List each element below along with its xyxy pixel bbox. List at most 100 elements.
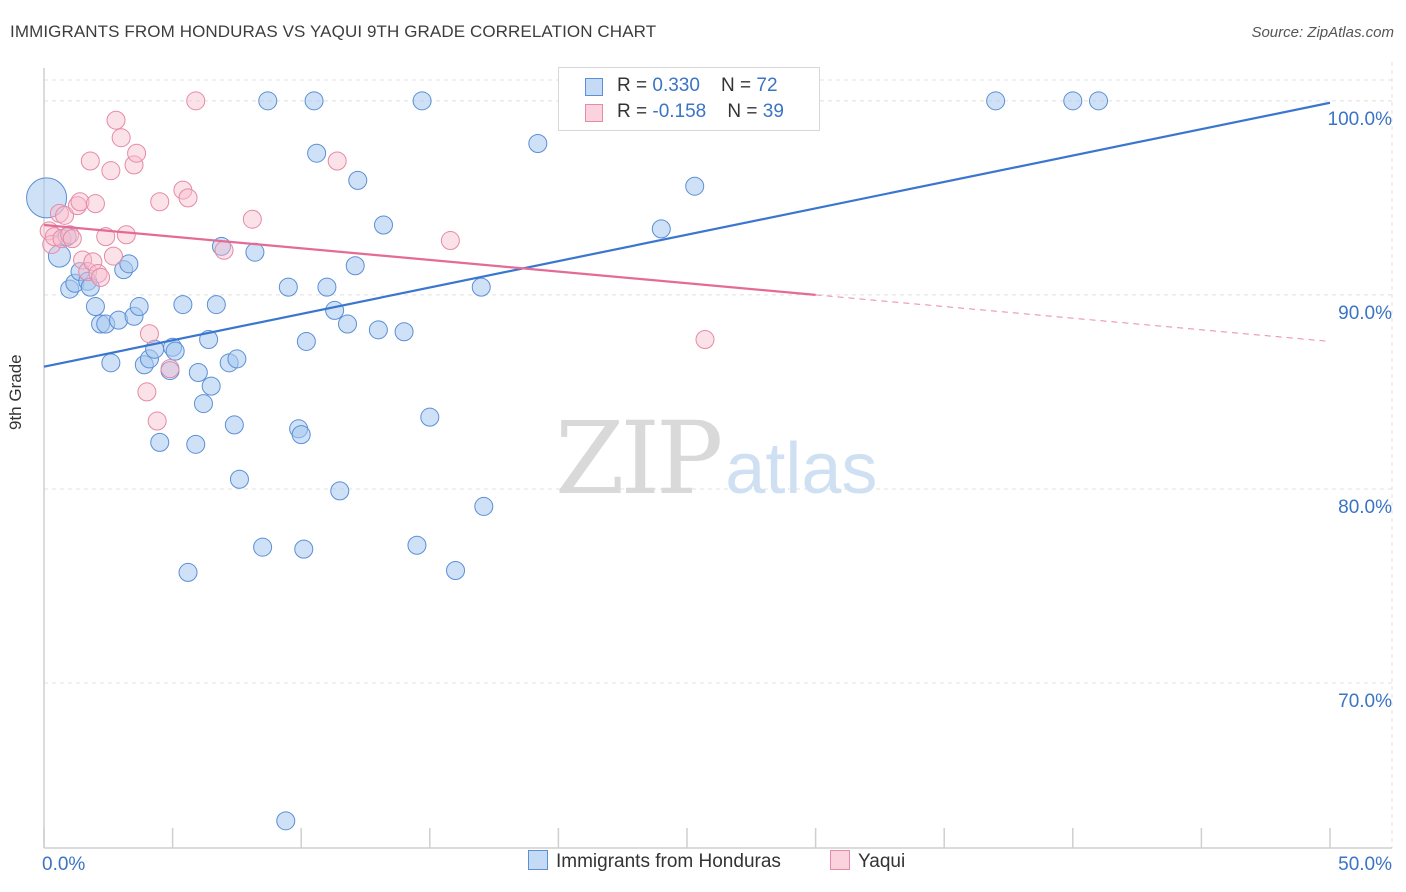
point-honduras [291, 425, 311, 445]
point-honduras [368, 320, 388, 340]
point-yaqui [91, 267, 111, 287]
point-honduras [253, 537, 273, 557]
series-name-honduras: Immigrants from Honduras [556, 851, 781, 872]
point-yaqui [242, 209, 262, 229]
y-axis-label: 9th Grade [6, 354, 25, 430]
point-honduras [307, 143, 327, 163]
point-honduras [1089, 91, 1109, 111]
point-honduras [304, 91, 324, 111]
point-honduras [330, 481, 350, 501]
series-legend-honduras: Immigrants from Honduras [528, 850, 781, 873]
legend-swatch-blue [585, 78, 603, 96]
point-honduras [47, 244, 71, 268]
point-honduras [651, 219, 671, 239]
tick-labels: 70.0% 80.0% 90.0% 100.0% 0.0% 50.0% [42, 109, 1392, 875]
point-honduras [412, 91, 432, 111]
point-honduras [374, 215, 394, 235]
point-honduras [474, 496, 494, 516]
point-honduras [528, 134, 548, 154]
point-yaqui [124, 155, 144, 175]
trend-line-yaqui-extension [815, 294, 1331, 342]
point-honduras [150, 432, 170, 452]
point-yaqui [106, 110, 126, 130]
point-honduras [685, 176, 705, 196]
point-yaqui [150, 192, 170, 212]
legend-r-value: -0.158 [652, 101, 707, 122]
point-yaqui [440, 231, 460, 251]
point-honduras [296, 331, 316, 351]
point-yaqui [127, 143, 147, 163]
point-honduras [178, 562, 198, 582]
x-tick-label: 50.0% [1338, 854, 1392, 875]
point-honduras [348, 170, 368, 190]
y-tick-label: 80.0% [1338, 497, 1392, 518]
series-swatch-blue [528, 850, 548, 870]
point-yaqui [139, 324, 159, 344]
point-yaqui [80, 151, 100, 171]
series-name-yaqui: Yaqui [858, 851, 906, 872]
x-tick-label: 0.0% [42, 854, 85, 875]
trend-lines [43, 101, 1331, 368]
point-honduras [337, 314, 357, 334]
point-honduras [165, 341, 185, 361]
trend-line-honduras [43, 101, 1331, 368]
point-yaqui [42, 234, 62, 254]
point-honduras [193, 394, 213, 414]
legend-r-label: R = [617, 75, 653, 96]
y-tick-label: 70.0% [1338, 691, 1392, 712]
point-yaqui [327, 151, 347, 171]
point-yaqui [137, 382, 157, 402]
point-honduras [101, 353, 121, 373]
point-honduras [471, 277, 491, 297]
chart-title: IMMIGRANTS FROM HONDURAS VS YAQUI 9TH GR… [10, 22, 657, 41]
point-honduras [1063, 91, 1083, 111]
legend-r-label: R = [617, 101, 653, 122]
point-yaqui [178, 188, 198, 208]
point-honduras [294, 539, 314, 559]
legend-n-value: 72 [756, 75, 778, 96]
point-yaqui [85, 194, 105, 214]
point-yaqui [103, 246, 123, 266]
legend-n-label: N = [727, 101, 763, 122]
point-honduras [173, 295, 193, 315]
point-honduras [407, 535, 427, 555]
point-honduras [199, 330, 219, 350]
point-yaqui [111, 128, 131, 148]
point-yaqui [116, 225, 136, 245]
point-yaqui [96, 227, 116, 247]
point-honduras [278, 277, 298, 297]
point-honduras [276, 811, 296, 831]
series-swatch-pink [830, 850, 850, 870]
point-honduras [325, 300, 345, 320]
point-yaqui [101, 161, 121, 181]
point-honduras [420, 407, 440, 427]
point-honduras [317, 277, 337, 297]
point-honduras [85, 297, 105, 317]
point-honduras [394, 322, 414, 342]
point-yaqui [695, 330, 715, 350]
point-honduras [119, 254, 139, 274]
point-yaqui [147, 411, 167, 431]
source-label: Source: ZipAtlas.com [1251, 24, 1394, 41]
legend-swatch-pink [585, 104, 603, 122]
point-yaqui [83, 252, 103, 272]
point-yaqui [160, 359, 180, 379]
legend-n-value: 39 [762, 101, 784, 122]
y-tick-label: 90.0% [1338, 303, 1392, 324]
point-honduras [227, 349, 247, 369]
point-yaqui [214, 240, 234, 260]
point-yaqui [62, 229, 82, 249]
y-tick-label: 100.0% [1328, 109, 1393, 130]
trend-line-yaqui [43, 223, 816, 296]
legend-r-value: 0.330 [652, 75, 700, 96]
point-honduras [446, 560, 466, 580]
point-honduras [26, 177, 68, 219]
series-legend-yaqui: Yaqui [830, 850, 905, 873]
point-honduras [129, 297, 149, 317]
watermark-zip: ZIP [555, 400, 723, 517]
point-honduras [201, 376, 221, 396]
point-honduras [229, 469, 249, 489]
point-honduras [224, 415, 244, 435]
point-honduras [258, 91, 278, 111]
